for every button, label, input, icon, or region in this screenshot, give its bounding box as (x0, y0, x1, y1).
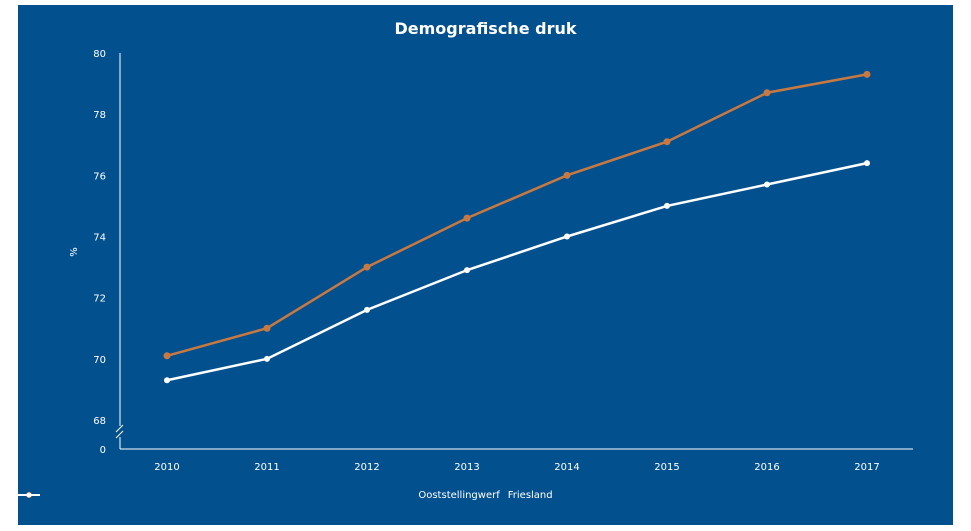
data-point (364, 306, 370, 313)
chart-title: Demografische druk (394, 19, 577, 38)
data-point (663, 138, 671, 146)
data-point (563, 171, 571, 179)
series-line-1 (166, 161, 868, 382)
legend: Ooststellingwerf Friesland (18, 490, 953, 501)
y-axis-break-mark (115, 430, 124, 439)
x-tick-label: 2012 (354, 462, 379, 473)
legend-swatch-friesland (18, 492, 40, 498)
data-point (763, 89, 771, 97)
y-tick-label: 76 (93, 171, 106, 182)
y-tick-label: 68 (93, 416, 106, 427)
data-point (564, 233, 570, 240)
data-point (764, 181, 770, 188)
y-tick-label: 78 (93, 110, 106, 121)
data-point (363, 263, 371, 271)
x-tick-label: 2015 (654, 462, 679, 473)
data-point (664, 202, 670, 209)
y-tick-label: 80 (93, 49, 106, 60)
y-tick-label: 70 (93, 355, 106, 366)
data-point (164, 377, 170, 384)
series-layer (163, 70, 871, 384)
data-point (163, 352, 171, 360)
series-line-0 (166, 73, 868, 357)
data-point (264, 355, 270, 362)
legend-item-friesland[interactable]: Friesland (18, 490, 553, 501)
axes: 0 68 70 72 74 76 78 80% 2010 2011 2012 2013 2014 2015… (69, 49, 913, 473)
data-point (263, 324, 271, 332)
y-tick-label: 72 (93, 294, 106, 305)
y-axis-break-mark (115, 424, 124, 433)
x-tick-label: 2017 (854, 462, 879, 473)
y-axis-label: % (69, 247, 80, 257)
legend-label-ooststellingwerf: Ooststellingwerf (418, 490, 500, 501)
data-point (864, 160, 870, 167)
y-tick-label: 0 (100, 445, 106, 456)
legend-item-ooststellingwerf[interactable]: Ooststellingwerf (18, 490, 500, 501)
x-tick-label: 2013 (454, 462, 479, 473)
x-tick-label: 2016 (754, 462, 779, 473)
chart-panel: Demografische druk 0 68 70 72 74 76 78 80% 2010 2… (18, 5, 953, 525)
data-point (463, 214, 471, 222)
line-chart: 0 68 70 72 74 76 78 80% 2010 2011 2012 2013 2014 2015… (69, 49, 913, 473)
x-tick-label: 2014 (554, 462, 579, 473)
y-tick-label: 74 (93, 233, 106, 244)
legend-label-friesland: Friesland (507, 490, 553, 501)
x-tick-label: 2010 (154, 462, 179, 473)
x-tick-label: 2011 (254, 462, 279, 473)
data-point (464, 267, 470, 274)
data-point (863, 70, 871, 78)
